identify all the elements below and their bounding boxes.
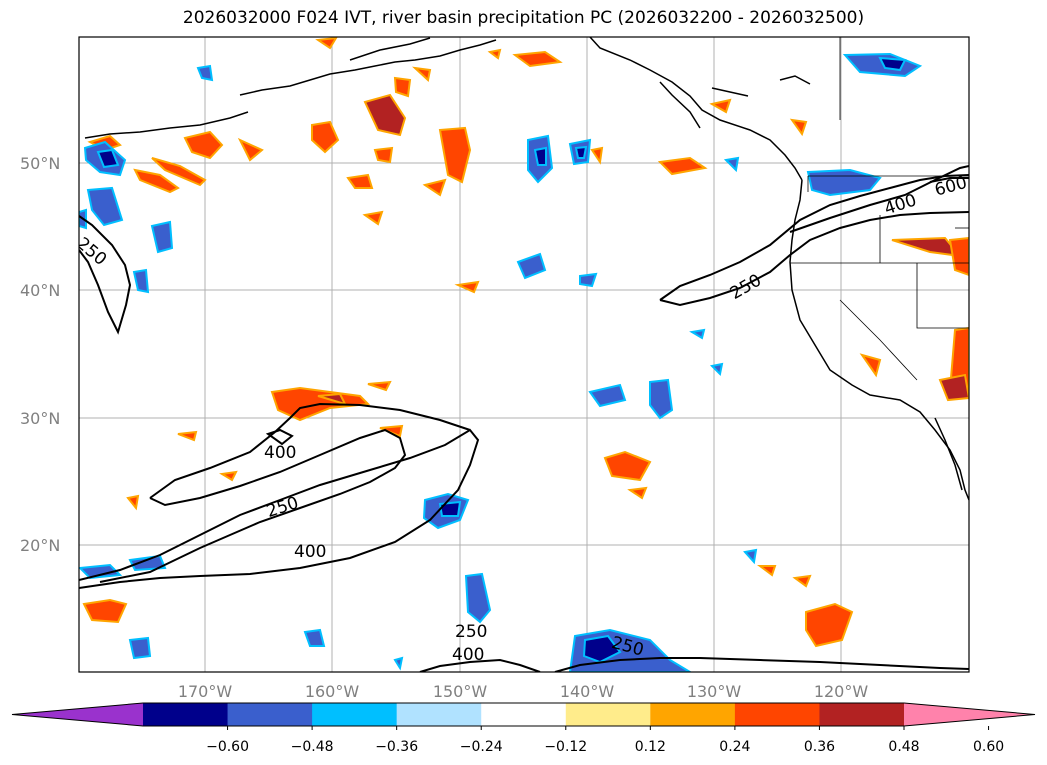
- lon-label: 130°W: [687, 682, 742, 701]
- contour-label: 400: [264, 443, 296, 463]
- lat-label: 50°N: [20, 154, 60, 173]
- latitude-labels: 50°N 40°N 30°N 20°N: [20, 154, 60, 555]
- colorbar-segment: [481, 703, 567, 726]
- colorbar-segment: [312, 703, 398, 726]
- lon-label: 150°W: [433, 682, 488, 701]
- ivt-contours: [79, 165, 969, 672]
- colorbar-segment: [396, 703, 482, 726]
- lat-label: 20°N: [20, 536, 60, 555]
- map-background: [79, 37, 969, 672]
- colorbar-tick-label: 0.36: [804, 739, 835, 755]
- colorbar-segment: [650, 703, 736, 726]
- colorbar-segment: [565, 703, 651, 726]
- colorbar-segment: [143, 703, 229, 726]
- colorbar-tick-label: −0.12: [544, 739, 587, 755]
- colorbar-tick-label: 0.48: [888, 739, 919, 755]
- colorbar-tick-label: −0.48: [291, 739, 334, 755]
- lon-label: 140°W: [560, 682, 615, 701]
- colorbar: [11, 702, 1036, 727]
- colorbar-segment: [819, 703, 905, 726]
- lat-label: 30°N: [20, 409, 60, 428]
- colorbar-labels: −0.60 −0.48 −0.36 −0.24 −0.12 0.12 0.24 0.36 0.4…: [206, 726, 1004, 755]
- colorbar-extend-max: [904, 703, 1035, 726]
- graticule: [79, 37, 969, 672]
- lon-label: 160°W: [305, 682, 360, 701]
- political-boundaries: [790, 37, 969, 381]
- colorbar-tick-label: 0.12: [635, 739, 666, 755]
- colorbar-tick-label: −0.36: [375, 739, 418, 755]
- contour-label: 250: [455, 622, 487, 642]
- colorbar-segment: [734, 703, 820, 726]
- map-frame: [78, 36, 970, 673]
- coastlines: [84, 37, 969, 501]
- lon-label: 170°W: [178, 682, 233, 701]
- colorbar-tick-label: 0.24: [719, 739, 750, 755]
- lon-label: 120°W: [814, 682, 869, 701]
- colorbar-outline: [11, 702, 1036, 727]
- longitude-labels: 170°W 160°W 150°W 140°W 130°W 120°W: [178, 682, 869, 701]
- colorbar-tick-label: 0.60: [973, 739, 1004, 755]
- colorbar-tick-label: −0.24: [460, 739, 503, 755]
- colorbar-tick-label: −0.60: [206, 739, 249, 755]
- map-title: 2026032000 F024 IVT, river basin precipi…: [182, 8, 865, 28]
- colorbar-segment: [227, 703, 313, 726]
- colorbar-extend-min: [12, 703, 143, 726]
- contour-label: 400: [294, 542, 326, 562]
- contour-label: 400: [452, 645, 484, 665]
- lat-label: 40°N: [20, 281, 60, 300]
